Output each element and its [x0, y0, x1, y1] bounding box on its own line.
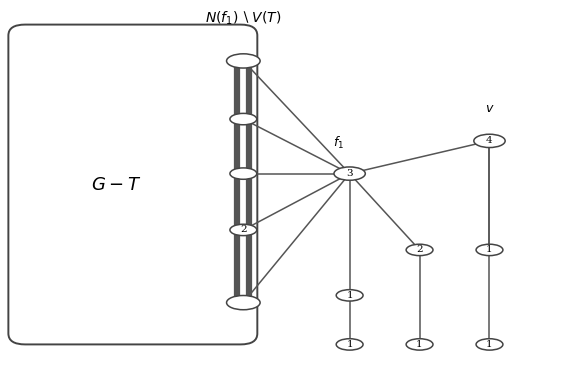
Ellipse shape — [336, 339, 363, 350]
Text: $v$: $v$ — [485, 102, 494, 115]
Ellipse shape — [474, 134, 505, 148]
Text: 1: 1 — [486, 245, 493, 254]
Text: 1: 1 — [346, 340, 353, 349]
Text: 1: 1 — [486, 340, 493, 349]
Ellipse shape — [227, 54, 260, 68]
Ellipse shape — [230, 113, 257, 125]
Ellipse shape — [406, 339, 433, 350]
Ellipse shape — [334, 167, 366, 180]
Ellipse shape — [406, 244, 433, 256]
Text: 3: 3 — [346, 169, 353, 178]
Ellipse shape — [476, 339, 503, 350]
Ellipse shape — [476, 244, 503, 256]
Text: $N(f_1) \setminus V(T)$: $N(f_1) \setminus V(T)$ — [205, 10, 281, 27]
Ellipse shape — [230, 224, 257, 236]
FancyBboxPatch shape — [8, 25, 257, 344]
Ellipse shape — [227, 296, 260, 310]
Ellipse shape — [230, 168, 257, 179]
Text: $f_1$: $f_1$ — [333, 135, 344, 151]
Text: 1: 1 — [416, 340, 423, 349]
Text: 4: 4 — [486, 137, 493, 145]
Text: 2: 2 — [240, 225, 247, 234]
Text: 1: 1 — [346, 291, 353, 300]
Text: $G - T$: $G - T$ — [90, 176, 141, 193]
Text: 2: 2 — [416, 245, 423, 254]
Ellipse shape — [336, 290, 363, 301]
